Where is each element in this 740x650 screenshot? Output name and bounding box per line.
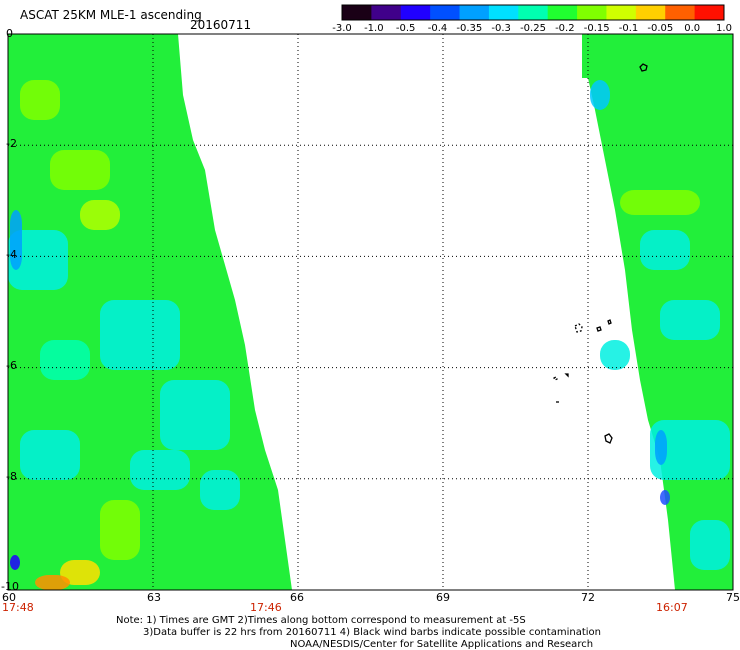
field-patch — [8, 230, 68, 290]
lon-label-66: 66 — [290, 591, 304, 604]
island-outlines — [553, 63, 648, 444]
field-patch — [60, 560, 100, 585]
field-patch — [600, 340, 630, 370]
lon-label-63: 63 — [147, 591, 161, 604]
field-patch — [50, 150, 110, 190]
colorbar-segment — [547, 5, 578, 20]
colorbar-segment — [342, 5, 372, 20]
field-patch — [10, 555, 20, 570]
colorbar-tick-label: -0.4 — [427, 23, 448, 34]
field-patch — [620, 190, 700, 215]
colorbar-tick-label: 0.0 — [684, 23, 701, 34]
island-6 — [564, 373, 569, 378]
colorbar-frame — [341, 4, 725, 21]
field-patch — [100, 300, 180, 370]
lon-label-75: 75 — [726, 591, 740, 604]
colorbar-tick-label: -0.2 — [555, 23, 575, 34]
island-3 — [596, 326, 602, 332]
colorbar-segment — [606, 5, 637, 20]
field-patch — [690, 520, 730, 570]
field-patch — [40, 340, 90, 380]
colorbar-segment — [459, 5, 490, 20]
island-8 — [604, 433, 613, 444]
lat-label-8: -8 — [6, 470, 17, 483]
time-label-right: 16:07 — [656, 601, 688, 614]
colorbar-tick-label: -0.1 — [618, 23, 639, 34]
lon-label-69: 69 — [436, 591, 450, 604]
field-patch — [10, 210, 22, 270]
field-patch — [200, 470, 240, 510]
island-1 — [639, 63, 648, 72]
chart-title: ASCAT 25KM MLE-1 ascending — [20, 8, 202, 22]
field-patch — [35, 575, 70, 590]
colorbar-segment — [665, 5, 696, 20]
note-line-1: Note: 1) Times are GMT 2)Times along bot… — [116, 615, 526, 626]
field-patch — [660, 490, 670, 505]
lat-label-10: -10 — [1, 580, 19, 593]
colorbar-tick-label: -1.0 — [364, 23, 384, 34]
lon-label-60: 60 — [2, 591, 16, 604]
field-patch — [20, 430, 80, 480]
lat-label-0: 0 — [6, 27, 13, 40]
island-4 — [607, 319, 612, 325]
lat-label-4: -4 — [6, 248, 17, 261]
field-patch — [650, 420, 730, 480]
colorbar-segment — [577, 5, 607, 20]
field-patch — [160, 380, 230, 450]
colorbar-tick-label: -0.5 — [395, 23, 416, 34]
colorbar-segment — [488, 5, 519, 20]
colorbar-segment — [371, 5, 402, 20]
data-swaths — [8, 34, 733, 590]
colorbar-tick-label: 1.0 — [716, 23, 732, 34]
colorbar-tick-label: -0.05 — [647, 23, 674, 34]
lat-label-2: -2 — [6, 137, 17, 150]
colorbar — [341, 4, 725, 21]
colorbar-segment — [430, 5, 461, 20]
lon-label-72: 72 — [581, 591, 595, 604]
time-label-left: 17:48 — [2, 601, 34, 614]
colorbar-tick-label: -0.15 — [583, 23, 610, 34]
field-patch — [130, 450, 190, 490]
field-patch — [590, 80, 610, 110]
colorbar-segment — [518, 5, 549, 20]
lat-label-6: -6 — [6, 359, 17, 372]
field-patch — [660, 300, 720, 340]
colorbar-segment — [694, 5, 725, 20]
island-5 — [553, 376, 558, 381]
colorbar-segment — [635, 5, 666, 20]
time-label-middle: 17:46 — [250, 601, 282, 614]
field-patch — [100, 500, 140, 560]
colorbar-tick-label: -0.35 — [456, 23, 483, 34]
field-patch — [80, 200, 120, 230]
colorbar-tick-label: -0.3 — [491, 23, 511, 34]
note-line-2: 3)Data buffer is 22 hrs from 20160711 4)… — [143, 627, 601, 638]
date-label: 20160711 — [190, 18, 252, 32]
field-patch — [655, 430, 667, 465]
colorbar-tick-label: -0.25 — [520, 23, 546, 34]
colorbar-segment — [400, 5, 431, 20]
field-patch — [20, 80, 60, 120]
island-2 — [574, 323, 583, 333]
map-frame — [7, 33, 734, 591]
grid-lines — [8, 34, 733, 590]
field-patch — [640, 230, 690, 270]
colorbar-tick-label: -3.0 — [332, 23, 352, 34]
note-line-3: NOAA/NESDIS/Center for Satellite Applica… — [290, 639, 594, 650]
